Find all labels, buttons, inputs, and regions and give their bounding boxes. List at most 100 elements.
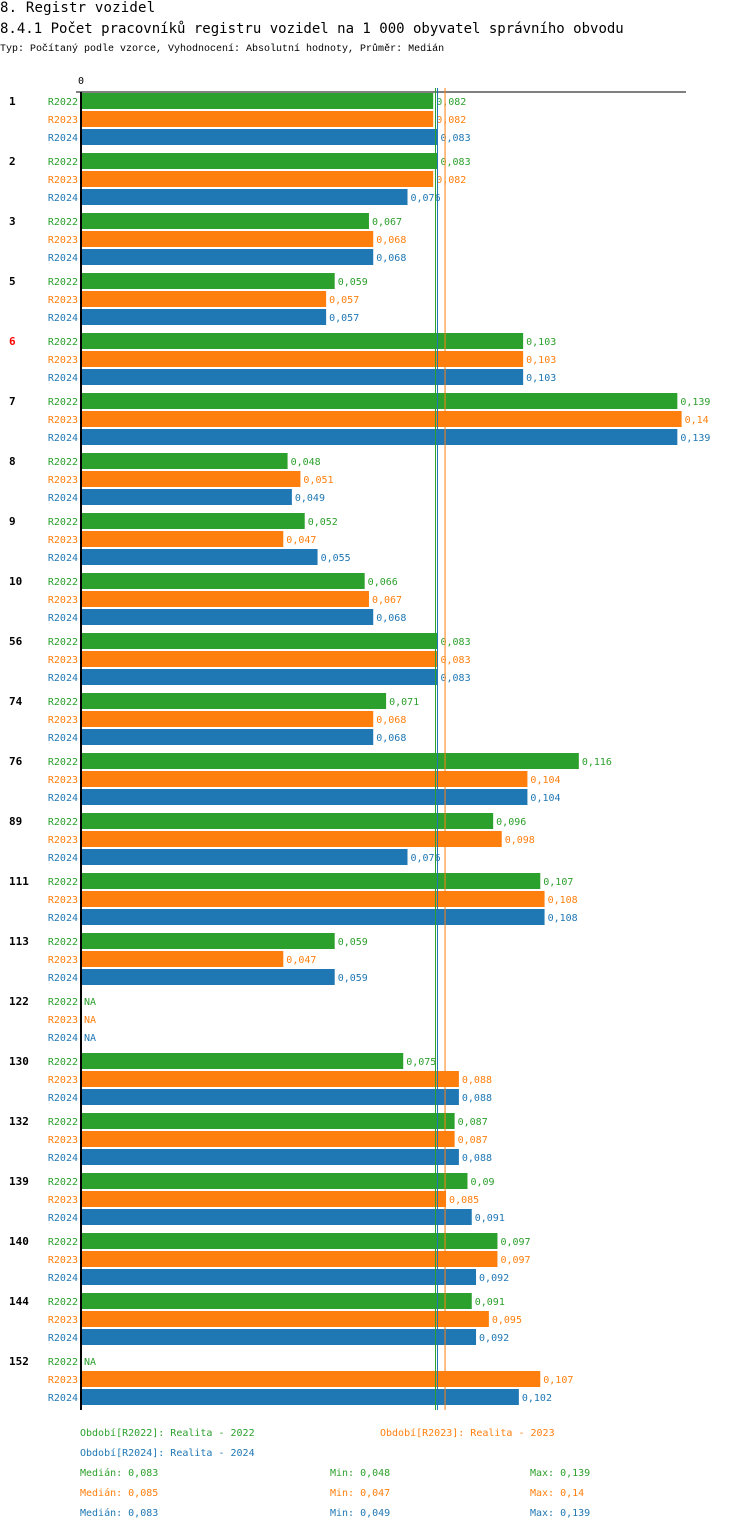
- series-label: R2023: [48, 655, 78, 666]
- series-label: R2022: [48, 997, 78, 1008]
- category-label: 152: [9, 1355, 29, 1368]
- series-label: R2023: [48, 835, 78, 846]
- data-label: 0,087: [458, 1117, 488, 1128]
- series-label: R2023: [48, 1135, 78, 1146]
- bar: [82, 471, 301, 487]
- legend-min: Min: 0,047: [330, 1488, 391, 1499]
- data-label: 0,075: [406, 1057, 436, 1068]
- series-label: R2023: [48, 895, 78, 906]
- data-label: 0,059: [338, 937, 368, 948]
- bar: [82, 891, 545, 907]
- category-label: 76: [9, 755, 23, 768]
- category-label: 111: [9, 875, 29, 888]
- bar: [82, 591, 369, 607]
- series-label: R2022: [48, 757, 78, 768]
- na-label: NA: [84, 1357, 96, 1368]
- bar: [82, 93, 434, 109]
- category-label: 1: [9, 95, 16, 108]
- bar: [82, 693, 387, 709]
- bar: [82, 309, 327, 325]
- data-label: 0,09: [470, 1177, 494, 1188]
- series-label: R2023: [48, 1015, 78, 1026]
- bar: [82, 231, 374, 247]
- bar: [82, 909, 545, 925]
- series-label: R2022: [48, 517, 78, 528]
- data-label: 0,068: [376, 715, 406, 726]
- bar: [82, 1053, 404, 1069]
- data-label: 0,057: [329, 295, 359, 306]
- bar: [82, 213, 369, 229]
- series-label: R2023: [48, 1315, 78, 1326]
- series-label: R2022: [48, 637, 78, 648]
- data-label: 0,097: [500, 1237, 530, 1248]
- bar: [82, 369, 524, 385]
- series-label: R2022: [48, 697, 78, 708]
- data-label: 0,091: [475, 1297, 505, 1308]
- series-label: R2023: [48, 715, 78, 726]
- legend-median: Medián: 0,085: [80, 1488, 159, 1499]
- category-label: 10: [9, 575, 22, 588]
- bar: [82, 771, 528, 787]
- data-label: 0,068: [376, 235, 406, 246]
- axis-zero-label: 0: [78, 76, 84, 87]
- category-label: 7: [9, 395, 16, 408]
- series-label: R2024: [48, 133, 78, 144]
- bar: [82, 453, 288, 469]
- bar: [82, 513, 305, 529]
- series-label: R2023: [48, 955, 78, 966]
- data-label: 0,092: [479, 1333, 509, 1344]
- data-label: 0,057: [329, 313, 359, 324]
- data-label: 0,082: [436, 97, 466, 108]
- series-label: R2022: [48, 157, 78, 168]
- bar: [82, 333, 524, 349]
- category-label: 132: [9, 1115, 29, 1128]
- data-label: 0,091: [475, 1213, 505, 1224]
- bar: [82, 249, 374, 265]
- series-label: R2024: [48, 193, 78, 204]
- data-label: 0,071: [389, 697, 419, 708]
- category-label: 113: [9, 935, 29, 948]
- bar: [82, 153, 438, 169]
- category-label: 139: [9, 1175, 29, 1188]
- series-label: R2023: [48, 295, 78, 306]
- bar: [82, 189, 408, 205]
- series-label: R2024: [48, 553, 78, 564]
- bar: [82, 873, 541, 889]
- series-label: R2023: [48, 535, 78, 546]
- data-label: 0,097: [500, 1255, 530, 1266]
- series-label: R2024: [48, 373, 78, 384]
- bar: [82, 1173, 468, 1189]
- data-label: 0,14: [685, 415, 709, 426]
- series-label: R2022: [48, 277, 78, 288]
- data-label: 0,085: [449, 1195, 479, 1206]
- data-label: 0,116: [582, 757, 612, 768]
- series-label: R2022: [48, 1117, 78, 1128]
- series-label: R2024: [48, 733, 78, 744]
- bar: [82, 429, 678, 445]
- bar: [82, 1389, 519, 1405]
- bar: [82, 633, 438, 649]
- data-label: 0,055: [321, 553, 351, 564]
- legend-period-r2023: Období[R2023]: Realita - 2023: [380, 1428, 555, 1439]
- na-label: NA: [84, 1033, 96, 1044]
- bar: [82, 1269, 477, 1285]
- category-label: 3: [9, 215, 16, 228]
- data-label: 0,096: [496, 817, 526, 828]
- bar: [82, 351, 524, 367]
- series-label: R2024: [48, 1213, 78, 1224]
- series-label: R2023: [48, 115, 78, 126]
- data-label: 0,083: [440, 655, 470, 666]
- bar: [82, 531, 284, 547]
- bar: [82, 711, 374, 727]
- series-label: R2022: [48, 937, 78, 948]
- bar: [82, 1233, 498, 1249]
- series-label: R2024: [48, 313, 78, 324]
- bar: [82, 609, 374, 625]
- series-label: R2023: [48, 175, 78, 186]
- data-label: 0,083: [440, 673, 470, 684]
- series-label: R2024: [48, 1273, 78, 1284]
- series-label: R2024: [48, 493, 78, 504]
- data-label: 0,068: [376, 253, 406, 264]
- series-label: R2022: [48, 1237, 78, 1248]
- category-label: 122: [9, 995, 29, 1008]
